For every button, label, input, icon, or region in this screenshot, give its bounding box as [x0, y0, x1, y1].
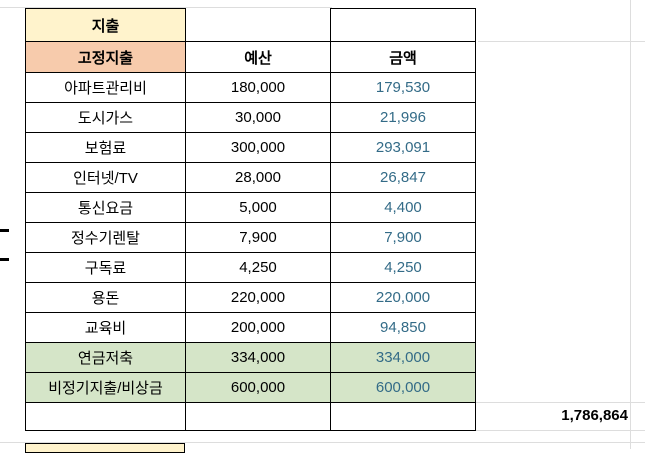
- budget-cell[interactable]: 200,000: [185, 312, 331, 343]
- category-cell[interactable]: 통신요금: [25, 192, 186, 223]
- amount-cell[interactable]: 600,000: [330, 372, 476, 403]
- table-row: 용돈 220,000 220,000: [25, 282, 476, 313]
- outlined-empty-cell[interactable]: [330, 8, 476, 42]
- category-cell[interactable]: 구독료: [25, 252, 186, 283]
- budget-cell[interactable]: 600,000: [185, 372, 331, 403]
- horizontal-gridline: [0, 7, 332, 8]
- category-cell[interactable]: 아파트관리비: [25, 72, 186, 103]
- amount-cell[interactable]: 21,996: [330, 102, 476, 133]
- horizontal-gridline: [0, 442, 645, 443]
- amount-cell[interactable]: 334,000: [330, 342, 476, 373]
- budget-cell[interactable]: 5,000: [185, 192, 331, 223]
- next-section-cell[interactable]: [25, 443, 185, 453]
- border-remnant-mark: [0, 229, 9, 232]
- category-cell[interactable]: 도시가스: [25, 102, 186, 133]
- table-row: 비정기지출/비상금 600,000 600,000: [25, 372, 476, 403]
- border-remnant-mark: [0, 258, 9, 261]
- table-row: 교육비 200,000 94,850: [25, 312, 476, 343]
- column-header-amount[interactable]: 금액: [330, 41, 476, 73]
- category-cell[interactable]: 비정기지출/비상금: [25, 372, 186, 403]
- table-row: 보험료 300,000 293,091: [25, 132, 476, 163]
- budget-cell[interactable]: 220,000: [185, 282, 331, 313]
- budget-cell[interactable]: 30,000: [185, 102, 331, 133]
- empty-cell[interactable]: [185, 402, 331, 431]
- column-header-budget[interactable]: 예산: [185, 41, 331, 73]
- budget-cell[interactable]: 7,900: [185, 222, 331, 253]
- category-cell[interactable]: 교육비: [25, 312, 186, 343]
- amount-cell[interactable]: 4,250: [330, 252, 476, 283]
- table-row: 연금저축 334,000 334,000: [25, 342, 476, 373]
- table-row: 인터넷/TV 28,000 26,847: [25, 162, 476, 193]
- column-header-category[interactable]: 고정지출: [25, 41, 186, 73]
- budget-cell[interactable]: 28,000: [185, 162, 331, 193]
- table-row: 정수기렌탈 7,900 7,900: [25, 222, 476, 253]
- section-title-cell[interactable]: 지출: [25, 8, 186, 42]
- budget-cell[interactable]: 4,250: [185, 252, 331, 283]
- budget-cell[interactable]: 180,000: [185, 72, 331, 103]
- amount-cell[interactable]: 220,000: [330, 282, 476, 313]
- amount-cell[interactable]: 94,850: [330, 312, 476, 343]
- vertical-gridline: [630, 0, 631, 449]
- table-row: 도시가스 30,000 21,996: [25, 102, 476, 133]
- category-cell[interactable]: 용돈: [25, 282, 186, 313]
- amount-cell[interactable]: 26,847: [330, 162, 476, 193]
- budget-cell[interactable]: 300,000: [185, 132, 331, 163]
- amount-cell[interactable]: 7,900: [330, 222, 476, 253]
- empty-cell[interactable]: [25, 402, 186, 431]
- table-row: [25, 402, 476, 431]
- amount-cell[interactable]: 179,530: [330, 72, 476, 103]
- amount-cell[interactable]: 293,091: [330, 132, 476, 163]
- horizontal-gridline: [475, 430, 645, 431]
- table-row: 구독료 4,250 4,250: [25, 252, 476, 283]
- category-cell[interactable]: 보험료: [25, 132, 186, 163]
- table-row: 고정지출 예산 금액: [25, 41, 476, 73]
- category-cell[interactable]: 정수기렌탈: [25, 222, 186, 253]
- category-cell[interactable]: 연금저축: [25, 342, 186, 373]
- empty-cell[interactable]: [330, 402, 476, 431]
- table-row: 지출: [25, 8, 476, 42]
- empty-cell[interactable]: [186, 9, 331, 42]
- amount-cell[interactable]: 4,400: [330, 192, 476, 223]
- budget-cell[interactable]: 334,000: [185, 342, 331, 373]
- horizontal-gridline: [478, 41, 645, 42]
- expense-table: 지출 고정지출 예산 금액 아파트관리비 180,000 179,530 도시가…: [25, 8, 476, 431]
- table-row: 통신요금 5,000 4,400: [25, 192, 476, 223]
- category-cell[interactable]: 인터넷/TV: [25, 162, 186, 193]
- table-row: 아파트관리비 180,000 179,530: [25, 72, 476, 103]
- horizontal-gridline: [475, 402, 645, 403]
- total-amount[interactable]: 1,786,864: [561, 407, 628, 424]
